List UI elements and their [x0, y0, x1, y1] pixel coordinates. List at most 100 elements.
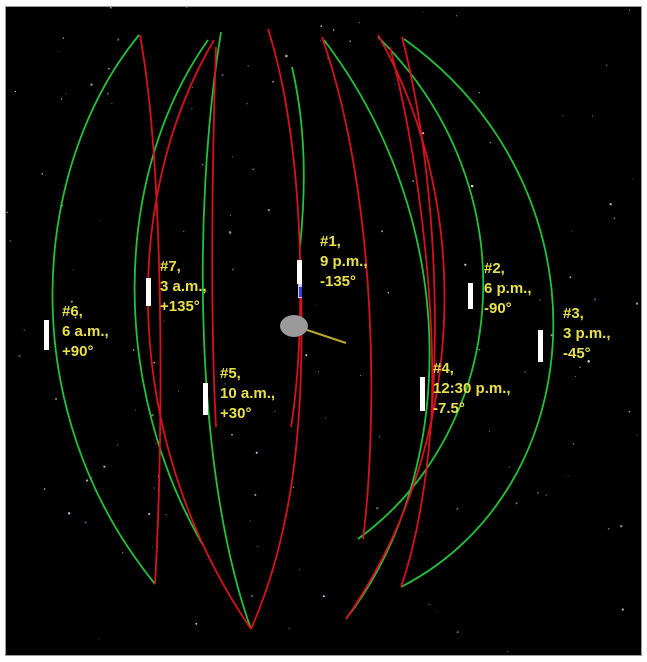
star: [84, 521, 87, 524]
star: [60, 98, 63, 100]
star: [107, 67, 110, 70]
star: [231, 156, 234, 158]
orbit-diagram-frame: #1, 9 p.m., -135° #2, 6 p.m., -90° #3, 3…: [5, 6, 642, 656]
position-marker-5: [203, 383, 208, 415]
star: [183, 230, 185, 232]
star: [524, 371, 526, 373]
red-arc-f: [250, 256, 303, 630]
star: [14, 90, 16, 93]
star: [247, 64, 250, 67]
star: [72, 269, 74, 271]
star: [298, 569, 300, 571]
star: [478, 92, 480, 94]
position-marker-6: [44, 320, 49, 350]
label-angle: -45°: [563, 345, 591, 362]
star: [579, 366, 581, 369]
position-marker-1: [297, 260, 302, 284]
star: [67, 512, 71, 515]
star: [272, 80, 274, 83]
star: [153, 487, 155, 489]
label-number: #7,: [160, 258, 181, 275]
red-arc-e: [321, 36, 373, 540]
star: [575, 376, 577, 377]
star: [317, 371, 319, 372]
orbit-arc-3: [400, 38, 555, 588]
orbit-arc-5: [201, 31, 252, 630]
star: [103, 465, 106, 468]
star: [191, 107, 193, 109]
star: [505, 284, 508, 287]
star: [292, 486, 295, 488]
label-time: 9 p.m.,: [320, 253, 368, 270]
star: [315, 304, 317, 306]
star: [593, 298, 597, 301]
star: [381, 230, 383, 233]
label-time: 6 p.m.,: [484, 280, 532, 297]
star: [106, 92, 110, 95]
label-number: #1,: [320, 233, 341, 250]
star: [422, 11, 424, 13]
star: [109, 7, 112, 9]
label-number: #4,: [433, 360, 454, 377]
star: [246, 102, 248, 105]
orbit-label-5: #5, 10 a.m., +30°: [220, 364, 275, 424]
star: [628, 411, 630, 413]
red-arc-g: [345, 34, 446, 620]
orbit-label-3: #3, 3 p.m., -45°: [563, 304, 611, 364]
star: [43, 488, 46, 490]
starfield-background: [6, 7, 639, 652]
star: [515, 502, 518, 505]
orbit-arc-1: [291, 66, 305, 248]
star: [192, 86, 194, 88]
star: [54, 397, 58, 401]
star: [394, 83, 396, 86]
label-angle: +135°: [160, 298, 200, 315]
label-time: 12:30 p.m.,: [433, 380, 511, 397]
star: [320, 40, 322, 42]
star: [155, 443, 157, 445]
orbit-label-4: #4, 12:30 p.m., -7.5°: [433, 359, 511, 419]
star: [185, 7, 188, 8]
label-time: 10 a.m.,: [220, 385, 276, 402]
star: [507, 650, 509, 652]
star: [111, 102, 113, 105]
star: [9, 239, 12, 242]
star: [232, 268, 235, 271]
star: [422, 132, 425, 135]
star: [478, 348, 481, 351]
star: [375, 506, 379, 510]
star: [591, 115, 594, 117]
red-arc-i: [389, 46, 434, 428]
star: [70, 300, 73, 303]
red-arc-h: [400, 36, 436, 588]
star: [288, 627, 290, 629]
star: [116, 38, 120, 41]
star: [539, 299, 541, 301]
label-time: 6 a.m.,: [62, 323, 109, 340]
star: [255, 451, 258, 454]
position-marker-3: [538, 330, 543, 362]
label-angle: -135°: [320, 273, 357, 290]
star: [550, 334, 553, 337]
star: [489, 141, 492, 144]
star: [254, 493, 257, 496]
star: [153, 361, 155, 364]
star: [456, 507, 459, 510]
star: [606, 64, 608, 66]
star: [249, 520, 251, 522]
star: [635, 302, 639, 305]
star: [251, 594, 254, 597]
star: [221, 74, 224, 77]
star: [322, 595, 325, 598]
star: [567, 475, 569, 477]
star: [359, 375, 361, 377]
position-markers: [44, 260, 543, 415]
star: [607, 527, 610, 530]
label-angle: -7.5°: [433, 400, 465, 417]
star: [464, 263, 467, 266]
star: [163, 320, 165, 322]
red-orbit-group: [139, 28, 446, 630]
star: [613, 217, 616, 219]
star: [98, 638, 100, 640]
star: [165, 514, 167, 516]
